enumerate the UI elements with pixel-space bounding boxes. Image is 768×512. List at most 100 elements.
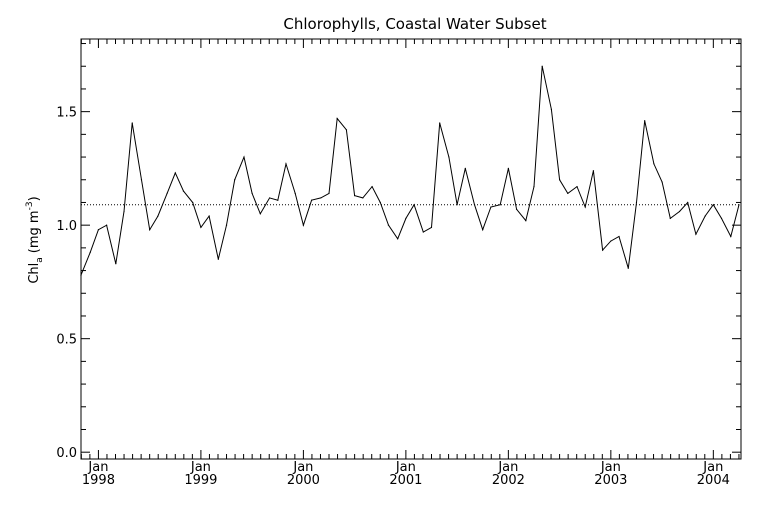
data-point <box>251 192 253 194</box>
data-point <box>559 179 561 181</box>
x-tick-year-label: 2004 <box>697 473 730 488</box>
data-point <box>482 229 484 231</box>
data-point <box>730 235 732 238</box>
data-point <box>669 217 671 219</box>
data-point <box>149 229 151 231</box>
data-point <box>294 192 296 194</box>
data-point <box>448 156 450 158</box>
y-tick-label: 0.5 <box>56 333 77 348</box>
data-point <box>627 267 629 269</box>
data-point <box>371 185 373 188</box>
x-tick-month-label: Jan <box>497 460 518 475</box>
data-point <box>182 190 185 192</box>
data-point <box>567 192 569 194</box>
data-point <box>584 206 586 208</box>
data-point <box>499 204 501 206</box>
data-point <box>277 199 279 201</box>
x-tick-month-label: Jan <box>292 460 313 475</box>
data-point <box>515 208 518 210</box>
data-point <box>397 238 399 240</box>
data-point <box>738 204 740 206</box>
data-point <box>704 215 706 217</box>
x-tick-month-label: Jan <box>702 460 723 475</box>
y-tick-label: 1.5 <box>56 106 77 121</box>
data-point <box>243 156 245 158</box>
x-tick-year-label: 2002 <box>492 473 525 488</box>
data-point <box>336 117 338 120</box>
data-point <box>618 235 620 238</box>
data-point <box>610 240 612 242</box>
data-point <box>208 215 210 217</box>
data-point <box>439 122 441 124</box>
x-tick-year-label: 1998 <box>82 473 115 488</box>
x-tick-month-label: Jan <box>190 460 211 475</box>
data-point <box>687 201 689 204</box>
data-point <box>635 201 638 204</box>
data-point <box>653 163 655 165</box>
data-point <box>456 204 458 206</box>
data-point <box>328 192 330 194</box>
data-point <box>533 185 535 188</box>
data-point <box>362 197 364 199</box>
x-tick-month-label: Jan <box>600 460 621 475</box>
axis-ticks <box>80 39 741 459</box>
data-point <box>157 215 159 217</box>
y-tick-label: 0.0 <box>56 446 77 461</box>
data-point <box>678 210 681 213</box>
data-point <box>217 258 219 260</box>
data-point <box>80 274 82 276</box>
data-point <box>285 163 287 165</box>
data-point <box>200 226 202 229</box>
data-point <box>464 167 466 170</box>
data-point <box>140 179 143 181</box>
data-point <box>541 65 543 67</box>
x-tick-month-label: Jan <box>395 460 416 475</box>
data-point <box>695 233 697 235</box>
data-point <box>430 226 433 229</box>
data-point <box>644 120 646 122</box>
data-point <box>720 217 723 219</box>
plot-frame <box>80 38 742 460</box>
data-point <box>525 220 527 222</box>
data-point <box>422 231 424 233</box>
data-point <box>268 197 271 199</box>
x-tick-year-label: 2003 <box>594 473 627 488</box>
y-tick-label: 1.0 <box>56 219 77 234</box>
plot-border <box>80 38 742 460</box>
data-point <box>192 201 194 204</box>
data-point <box>712 204 714 206</box>
data-point <box>320 197 322 199</box>
data-point <box>115 263 117 265</box>
data-point <box>345 129 348 131</box>
data-point <box>225 224 228 226</box>
data-point <box>302 224 304 226</box>
data-point <box>405 217 407 219</box>
data-point <box>234 179 236 181</box>
x-tick-month-label: Jan <box>87 460 108 475</box>
data-point <box>310 199 313 201</box>
data-point <box>174 172 176 174</box>
data-point <box>413 204 415 206</box>
data-point <box>131 122 133 124</box>
x-tick-year-label: 1999 <box>184 473 217 488</box>
data-point <box>387 224 390 226</box>
x-tick-year-label: 2000 <box>287 473 320 488</box>
axis-tick-labels: 0.00.51.01.5Jan1998Jan1999Jan2000Jan2001… <box>56 106 730 488</box>
chart-title: Chlorophylls, Coastal Water Subset <box>283 15 546 33</box>
series-group <box>80 65 740 276</box>
data-point <box>97 229 100 231</box>
data-point <box>602 249 604 251</box>
data-point <box>550 108 553 110</box>
x-tick-year-label: 2001 <box>389 473 422 488</box>
series-line <box>80 66 740 276</box>
data-point <box>592 170 595 172</box>
data-point <box>89 251 91 254</box>
data-point <box>507 167 509 170</box>
y-axis-label: Chla(mg m-3) <box>25 196 45 283</box>
data-point <box>379 201 381 204</box>
data-point <box>473 204 476 206</box>
data-point <box>490 206 492 208</box>
data-point <box>354 195 356 197</box>
data-point <box>166 192 168 194</box>
